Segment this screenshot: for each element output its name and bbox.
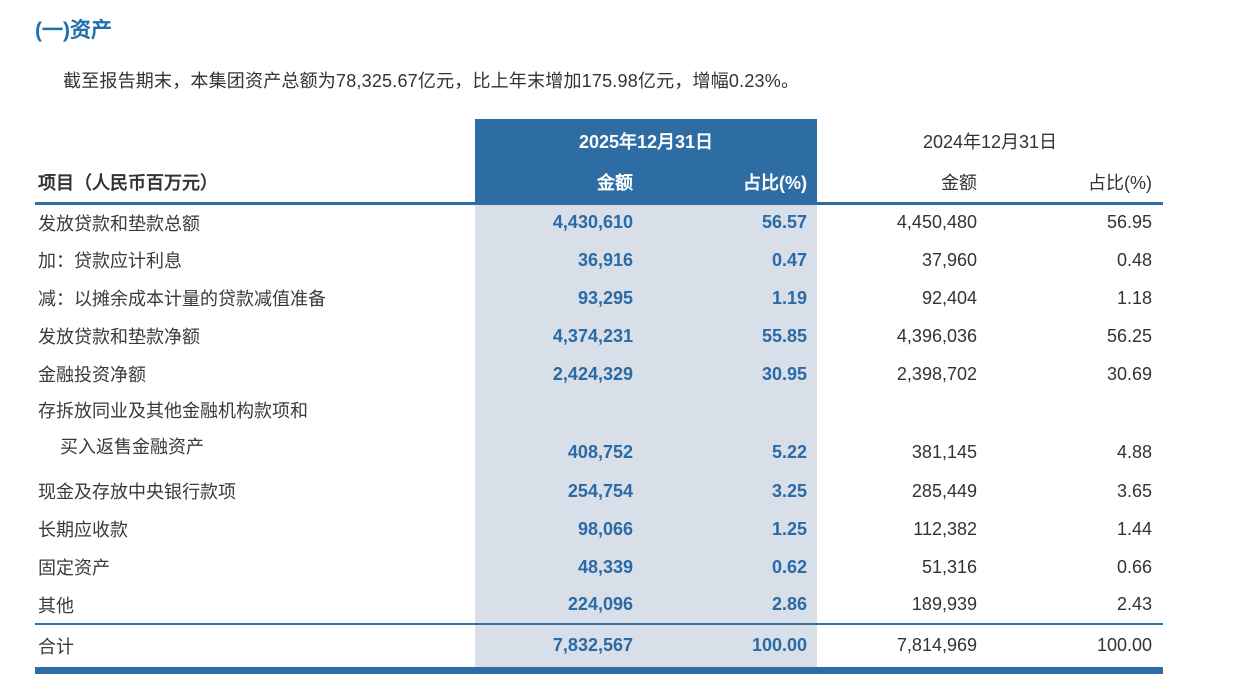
row-item-line1: 存拆放同业及其他金融机构款项和: [38, 401, 308, 421]
row-item-label: 发放贷款和垫款净额: [38, 327, 200, 347]
table-row: 现金及存放中央银行款项 254,754 3.25 285,449 3.65: [35, 472, 1163, 510]
row-amount-2024: 92,404: [921, 287, 977, 308]
table-row: 长期应收款 98,066 1.25 112,382 1.44: [35, 510, 1163, 548]
row-ratio-2024: 56.25: [1106, 325, 1152, 346]
row-item-label: 减：以摊余成本计量的贷款减值准备: [38, 289, 326, 309]
row-amount-2024: 4,450,480: [896, 212, 977, 233]
total-amount-2025: 7,832,567: [475, 623, 655, 674]
row-ratio-2025: 0.47: [655, 241, 817, 279]
total-ratio-2024: 100.00: [989, 623, 1163, 674]
row-amount-2025: 224,096: [475, 586, 655, 624]
row-amount-2024: 189,939: [911, 594, 977, 614]
row-item-label: 现金及存放中央银行款项: [38, 482, 236, 502]
period-2025-header: 2025年12月31日: [475, 119, 817, 163]
row-ratio-2024: 2.43: [1116, 594, 1152, 614]
row-ratio-2024: 4.88: [1116, 442, 1152, 462]
total-label: 合计: [35, 623, 475, 674]
row-ratio-2024: 0.66: [1116, 556, 1152, 577]
row-ratio-2024: 56.95: [1106, 212, 1152, 233]
row-amount-2025: 48,339: [475, 548, 655, 586]
row-ratio-2024: 1.44: [1116, 518, 1152, 539]
total-ratio-2025: 100.00: [655, 623, 817, 674]
ratio-2024-header: 占比(%): [989, 163, 1163, 205]
table-row: 固定资产 48,339 0.62 51,316 0.66: [35, 548, 1163, 586]
column-label-row: 项目（人民币百万元） 金额 占比(%) 金额 占比(%): [35, 163, 1163, 205]
total-amount-2024: 7,814,969: [817, 623, 989, 674]
row-amount-2025: 408,752: [475, 393, 655, 472]
empty-corner-cell: [35, 119, 475, 163]
row-amount-2024: 112,382: [913, 518, 977, 539]
table-row: 其他 224,096 2.86 189,939 2.43: [35, 586, 1163, 624]
row-ratio-2025: 0.62: [655, 548, 817, 586]
row-ratio-2025: 1.25: [655, 510, 817, 548]
intro-paragraph: 截至报告期末，本集团资产总额为78,325.67亿元，比上年末增加175.98亿…: [63, 71, 800, 91]
row-amount-2025: 2,424,329: [475, 355, 655, 393]
assets-table: 2025年12月31日 2024年12月31日 项目（人民币百万元） 金额 占比…: [35, 119, 1163, 674]
row-amount-2025: 254,754: [475, 472, 655, 510]
section-title: (一)资产: [35, 19, 112, 42]
row-amount-2025: 4,430,610: [475, 203, 655, 241]
row-amount-2024: 2,398,702: [896, 363, 977, 384]
table-row: 减：以摊余成本计量的贷款减值准备 93,295 1.19 92,404 1.18: [35, 279, 1163, 317]
period-header-row: 2025年12月31日 2024年12月31日: [35, 119, 1163, 163]
row-ratio-2025: 30.95: [655, 355, 817, 393]
row-amount-2025: 93,295: [475, 279, 655, 317]
row-amount-2024: 4,396,036: [896, 325, 977, 346]
row-amount-2025: 4,374,231: [475, 317, 655, 355]
row-ratio-2024: 0.48: [1116, 249, 1152, 270]
ratio-2025-header: 占比(%): [655, 163, 817, 205]
row-ratio-2024: 1.18: [1116, 287, 1152, 308]
row-ratio-2025: 1.19: [655, 279, 817, 317]
row-amount-2024: 51,316: [921, 556, 977, 577]
row-ratio-2025: 2.86: [655, 586, 817, 624]
table-row: 加：贷款应计利息 36,916 0.47 37,960 0.48: [35, 241, 1163, 279]
table-row: 金融投资净额 2,424,329 30.95 2,398,702 30.69: [35, 355, 1163, 393]
total-row: 合计 7,832,567 100.00 7,814,969 100.00: [35, 623, 1163, 674]
row-item-label: 长期应收款: [38, 520, 128, 540]
row-item-label: 存拆放同业及其他金融机构款项和 买入返售金融资产: [35, 393, 475, 472]
row-amount-2024: 285,449: [911, 480, 977, 501]
row-item-label: 加：贷款应计利息: [38, 251, 182, 271]
row-ratio-2025: 3.25: [655, 472, 817, 510]
row-item-label: 金融投资净额: [38, 365, 146, 385]
row-amount-2024: 37,960: [921, 249, 977, 270]
row-ratio-2024: 3.65: [1116, 480, 1152, 501]
table-row: 发放贷款和垫款净额 4,374,231 55.85 4,396,036 56.2…: [35, 317, 1163, 355]
amount-2025-header: 金额: [475, 163, 655, 205]
row-item-label: 其他: [38, 595, 74, 616]
item-column-header: 项目（人民币百万元）: [35, 163, 475, 205]
amount-2024-header: 金额: [817, 163, 989, 205]
row-item-label: 固定资产: [38, 558, 110, 578]
row-ratio-2024: 30.69: [1106, 363, 1152, 384]
row-amount-2025: 36,916: [475, 241, 655, 279]
row-amount-2024: 381,145: [911, 442, 977, 462]
row-item-line2: 买入返售金融资产: [60, 437, 204, 457]
table-row: 发放贷款和垫款总额 4,430,610 56.57 4,450,480 56.9…: [35, 203, 1163, 241]
row-ratio-2025: 5.22: [655, 393, 817, 472]
row-item-label: 发放贷款和垫款总额: [38, 213, 200, 234]
row-ratio-2025: 56.57: [655, 203, 817, 241]
row-ratio-2025: 55.85: [655, 317, 817, 355]
table-row: 存拆放同业及其他金融机构款项和 买入返售金融资产 408,752 5.22 38…: [35, 393, 1163, 472]
period-2024-header: 2024年12月31日: [922, 132, 1058, 152]
row-amount-2025: 98,066: [475, 510, 655, 548]
